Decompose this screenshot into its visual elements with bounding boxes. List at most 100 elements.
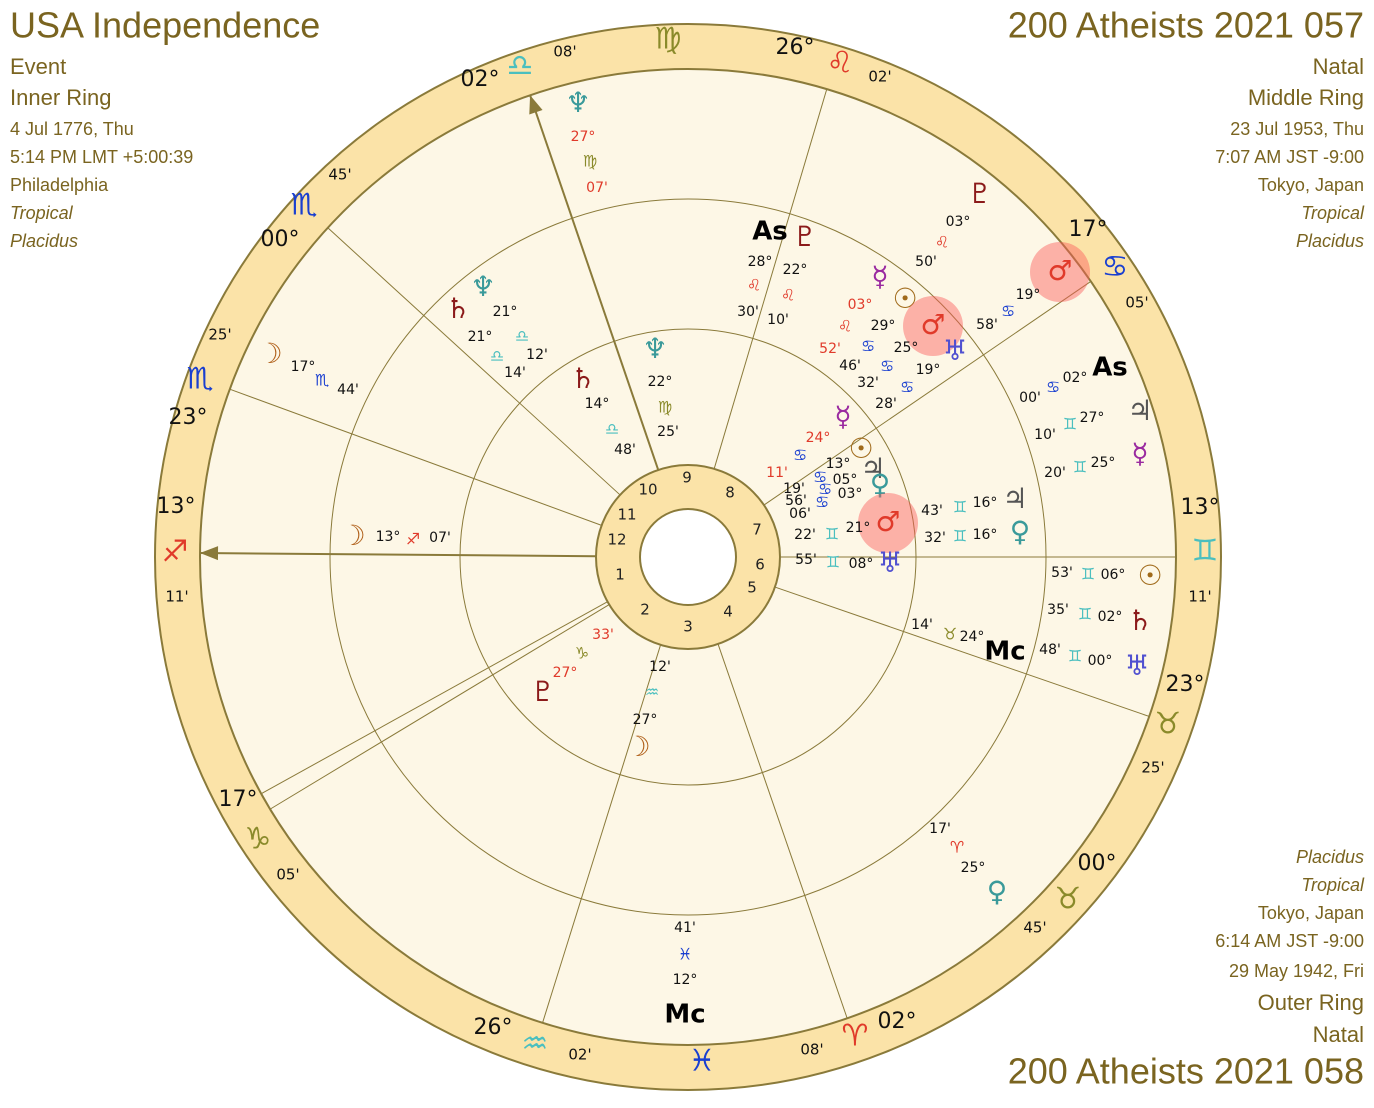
middle-date: 23 Jul 1953, Thu (1230, 119, 1364, 139)
planet-minute: 46' (839, 358, 861, 374)
planet-glyph: ♀ (870, 468, 891, 501)
planet-degree: 24° (960, 629, 985, 645)
planet-sign: ♋ (818, 480, 832, 499)
planet-degree: 14° (585, 396, 610, 412)
house-number: 1 (615, 566, 625, 584)
house-cusp (269, 604, 610, 810)
planet-glyph: ☉ (848, 432, 873, 465)
inner-zodiac: Tropical (10, 203, 74, 223)
middle-kind: Natal (1313, 54, 1364, 79)
planet-degree: 28° (748, 254, 773, 270)
planet-minute: 44' (337, 382, 359, 398)
planet-minute: 11' (766, 465, 788, 481)
planet-degree: 27° (1080, 410, 1105, 426)
cusp-sign: ♉ (1155, 707, 1182, 742)
planet-sign: ♍ (583, 152, 597, 171)
middle-place: Tokyo, Japan (1258, 175, 1364, 195)
house-number: 11 (617, 506, 636, 524)
planet-glyph: ☉ (892, 282, 917, 315)
planet-degree: 19° (916, 362, 941, 378)
cusp-minute: 02' (868, 68, 891, 86)
planet-degree: 03° (838, 486, 863, 502)
planet-sign: ♋ (900, 378, 914, 397)
planet-sign: ♐ (406, 530, 420, 549)
planet-degree: 25° (894, 340, 919, 356)
planet-glyph: ♂ (1047, 254, 1072, 287)
inner-place: Philadelphia (10, 175, 109, 195)
planet-degree: 24° (806, 430, 831, 446)
planet-minute: 12' (526, 347, 548, 363)
inner-ring: Inner Ring (10, 85, 112, 110)
house-cusp (200, 552, 597, 558)
planet-sign: ♊ (826, 553, 840, 572)
planet-sign: ♌ (747, 276, 761, 295)
planet-degree: 16° (973, 495, 998, 511)
house-cusp (327, 227, 621, 496)
house-cusp (229, 388, 602, 526)
inner-time: 5:14 PM LMT +5:00:39 (10, 147, 193, 167)
cusp-minute: 02' (568, 1046, 591, 1064)
planet-degree: 02° (1098, 609, 1123, 625)
planet-glyph: ☿ (834, 400, 851, 433)
cusp-minute: 11' (165, 588, 188, 606)
planet-sign: ♊ (825, 525, 839, 544)
planet-glyph: ☿ (1131, 437, 1148, 470)
planet-glyph: ♅ (1124, 649, 1149, 682)
planet-glyph: ♀ (987, 875, 1008, 908)
planet-degree: 22° (783, 262, 808, 278)
cusp-sign: ♏ (291, 188, 318, 223)
highlight (858, 493, 918, 553)
planet-degree: 22° (648, 374, 673, 390)
middle-zodiac: Tropical (1301, 203, 1365, 223)
cusp-minute: 08' (800, 1041, 823, 1059)
planet-sign: ♋ (861, 337, 875, 356)
planet-glyph: ♀ (1010, 515, 1031, 548)
house-cusp (774, 586, 1150, 717)
cusp-sign: ♋ (1102, 250, 1129, 285)
cusp-degree: 13° (1181, 495, 1220, 520)
planet-degree: 08° (849, 556, 874, 572)
house-number: 2 (640, 601, 650, 619)
house-cusp (542, 644, 662, 1023)
planet-sign: ♋ (1046, 378, 1060, 397)
house-number: 9 (682, 469, 692, 487)
planet-degree: 12° (673, 972, 698, 988)
planet-degree: 25° (961, 860, 986, 876)
cusp-sign: ♓ (689, 1044, 716, 1079)
highlight (1030, 242, 1090, 302)
axis-arrow (200, 546, 219, 561)
planet-minute: 22' (794, 527, 816, 543)
planet-glyph: ♄ (445, 292, 470, 325)
planet-degree: 13° (826, 456, 851, 472)
planet-sign: ♊ (953, 527, 967, 546)
angle-label: As (1092, 353, 1128, 383)
house-cusp (717, 643, 848, 1019)
planet-degree: 27° (571, 129, 596, 145)
planet-sign: ♎ (515, 327, 529, 346)
inner-houses: Placidus (10, 231, 78, 251)
planet-minute: 12' (649, 659, 671, 675)
planet-degree: 27° (553, 665, 578, 681)
planet-minute: 20' (1044, 465, 1066, 481)
planet-minute: 32' (857, 375, 879, 391)
planet-sign: ♋ (813, 468, 827, 487)
planet-glyph: ♅ (877, 546, 902, 579)
planet-sign: ♋ (880, 357, 894, 376)
planet-glyph: ♃ (1002, 482, 1027, 515)
outer-zodiac: Tropical (1301, 875, 1365, 895)
planet-degree: 05° (833, 472, 858, 488)
planet-degree: 21° (493, 304, 518, 320)
planet-sign: ♑ (575, 644, 589, 663)
planet-sign: ♊ (1068, 647, 1082, 666)
planet-minute: 30' (737, 304, 759, 320)
cusp-minute: 05' (1125, 294, 1148, 312)
cusp-sign: ♐ (162, 535, 189, 570)
cusp-degree: 23° (169, 405, 208, 430)
cusp-sign: ♈ (842, 1019, 869, 1054)
angle-label: Mc (664, 1000, 705, 1030)
planet-minute: 41' (674, 920, 696, 936)
planet-glyph: ♃ (860, 452, 885, 485)
center (639, 508, 737, 606)
planet-sign: ♊ (1078, 605, 1092, 624)
house-cusp (763, 281, 1092, 506)
